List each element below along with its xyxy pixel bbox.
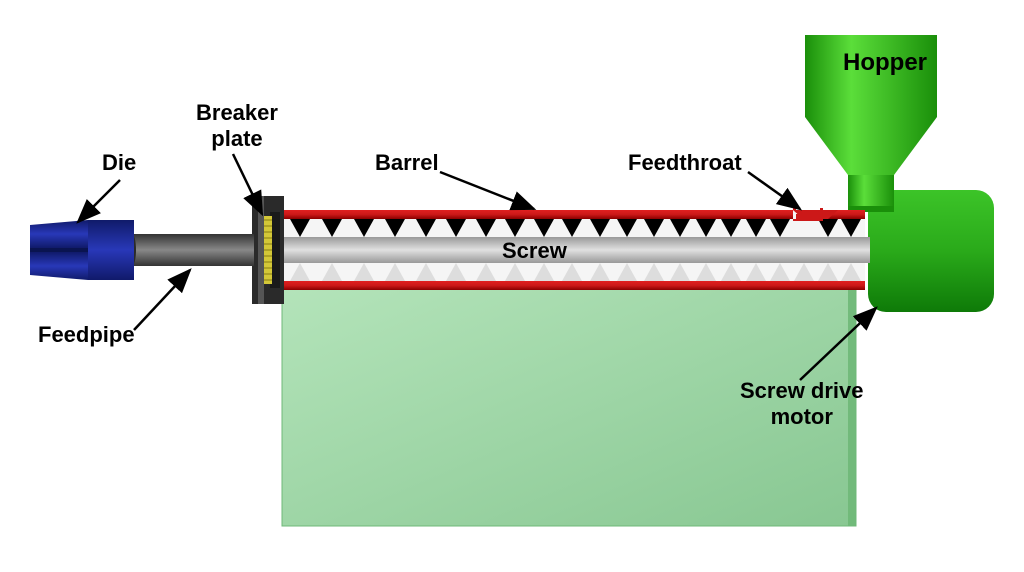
screw-core (275, 237, 870, 263)
label-breaker-plate: Breakerplate (196, 100, 278, 152)
die (30, 220, 135, 280)
label-barrel: Barrel (375, 150, 439, 176)
breaker-plate (252, 196, 284, 304)
label-die: Die (102, 150, 136, 176)
feedpipe (132, 234, 254, 266)
label-screw: Screw (502, 238, 567, 264)
label-screw-drive-motor: Screw drivemotor (740, 378, 864, 430)
label-hopper: Hopper (843, 49, 927, 77)
label-feedpipe: Feedpipe (38, 322, 135, 348)
label-feedthroat: Feedthroat (628, 150, 742, 176)
